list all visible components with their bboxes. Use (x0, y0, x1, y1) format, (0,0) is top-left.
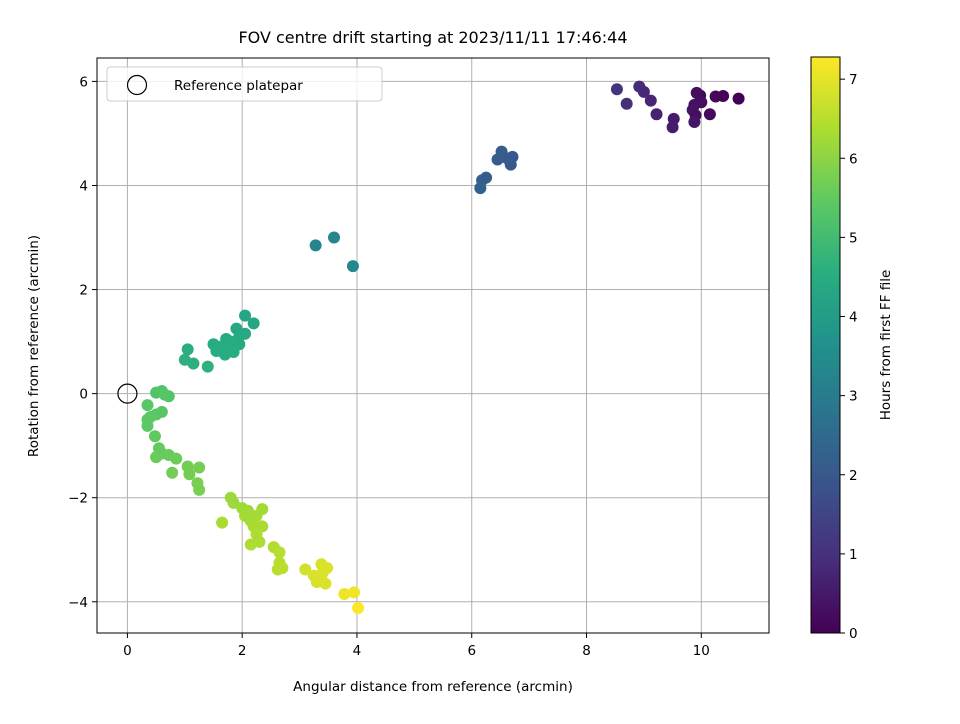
data-point (352, 602, 365, 615)
data-point (247, 317, 260, 330)
data-point (703, 108, 716, 121)
data-point (141, 419, 154, 432)
data-point (256, 503, 269, 516)
colorbar-label: Hours from first FF file (878, 270, 894, 421)
data-point (181, 343, 194, 356)
data-point (271, 563, 284, 576)
data-point (348, 586, 361, 599)
colorbar-tick-label: 7 (849, 72, 858, 88)
colorbar-tick-label: 1 (849, 547, 858, 563)
data-point (309, 239, 322, 252)
y-tick-label: −2 (68, 491, 88, 507)
chart-title: FOV centre drift starting at 2023/11/11 … (238, 28, 627, 47)
data-point (328, 231, 341, 244)
data-point (166, 466, 179, 479)
grid-lines (97, 58, 769, 633)
y-tick-label: −4 (68, 595, 88, 611)
data-point (650, 108, 663, 121)
data-point (709, 90, 722, 103)
data-point (170, 452, 183, 465)
legend-entry-reference: Reference platepar (174, 78, 303, 94)
data-point (193, 483, 206, 496)
x-tick-label: 4 (353, 643, 362, 659)
data-point (239, 309, 252, 322)
y-axis-ticks: −4 −2 0 2 4 6 (68, 74, 97, 611)
data-point (187, 357, 200, 370)
data-point (193, 461, 206, 474)
colorbar-tick-label: 3 (849, 389, 858, 405)
data-point (319, 577, 332, 590)
y-tick-label: 6 (79, 74, 88, 90)
legend-box (106, 66, 383, 102)
x-axis-ticks: 0 2 4 6 8 10 (123, 633, 710, 659)
data-point (148, 430, 161, 443)
data-point (321, 561, 334, 574)
data-point (299, 563, 312, 576)
legend: Reference platepar (106, 66, 383, 102)
y-tick-label: 0 (79, 387, 88, 403)
x-tick-label: 10 (693, 643, 710, 659)
data-point (732, 92, 745, 105)
data-point (633, 80, 646, 93)
plot-frame (96, 57, 770, 634)
colorbar-ticks: 0 1 2 3 4 5 6 7 (840, 72, 858, 642)
data-point (201, 360, 214, 373)
data-points (141, 80, 745, 615)
reference-platepar-point (117, 383, 138, 404)
colorbar-tick-label: 4 (849, 310, 858, 326)
data-point (491, 153, 504, 166)
x-tick-label: 8 (582, 643, 591, 659)
data-point (690, 86, 703, 99)
data-point (346, 260, 359, 273)
x-tick-label: 0 (123, 643, 132, 659)
data-point (141, 399, 154, 412)
colorbar-tick-label: 6 (849, 151, 858, 167)
legend-reference-marker (126, 74, 148, 96)
colorbar-tick-label: 0 (849, 626, 858, 642)
x-tick-label: 2 (238, 643, 247, 659)
data-point (216, 516, 229, 529)
data-point (244, 538, 257, 551)
data-point (688, 116, 701, 129)
data-point (474, 182, 487, 195)
data-point (338, 587, 351, 600)
colorbar-tick-label: 2 (849, 468, 858, 484)
colorbar-gradient (810, 56, 841, 634)
y-tick-label: 4 (79, 178, 88, 194)
colorbar: 0 1 2 3 4 5 6 7 Hours from first FF file (810, 56, 894, 642)
colorbar-tick-label: 5 (849, 230, 858, 246)
data-point (666, 121, 679, 134)
data-point (150, 451, 163, 464)
data-point (158, 388, 171, 401)
data-point (610, 83, 623, 96)
reference-marker (117, 383, 138, 404)
data-point (183, 468, 196, 481)
y-tick-label: 2 (79, 283, 88, 299)
data-point (620, 97, 633, 110)
data-point (227, 496, 240, 509)
x-axis-label: Angular distance from reference (arcmin) (293, 679, 573, 695)
data-point (273, 546, 286, 559)
y-axis-label: Rotation from reference (arcmin) (26, 235, 42, 457)
data-point (644, 94, 657, 107)
x-tick-label: 6 (467, 643, 476, 659)
data-point (227, 346, 240, 359)
